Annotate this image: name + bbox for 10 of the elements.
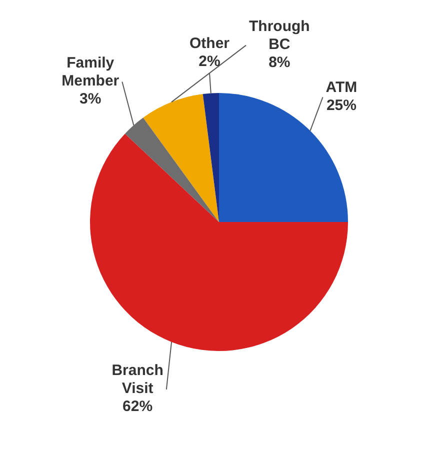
data-label: 62% — [122, 398, 153, 416]
slice-label: ATM — [326, 78, 358, 96]
slice-label: Through BC — [248, 18, 310, 53]
slice-label: Branch Visit — [112, 362, 164, 398]
slice-label: Family Member — [62, 54, 120, 90]
data-label: 2% — [198, 52, 220, 70]
data-label: 8% — [268, 54, 290, 71]
slice-label: Other — [190, 34, 230, 52]
data-label: 3% — [80, 90, 102, 108]
data-label: 25% — [326, 96, 356, 114]
